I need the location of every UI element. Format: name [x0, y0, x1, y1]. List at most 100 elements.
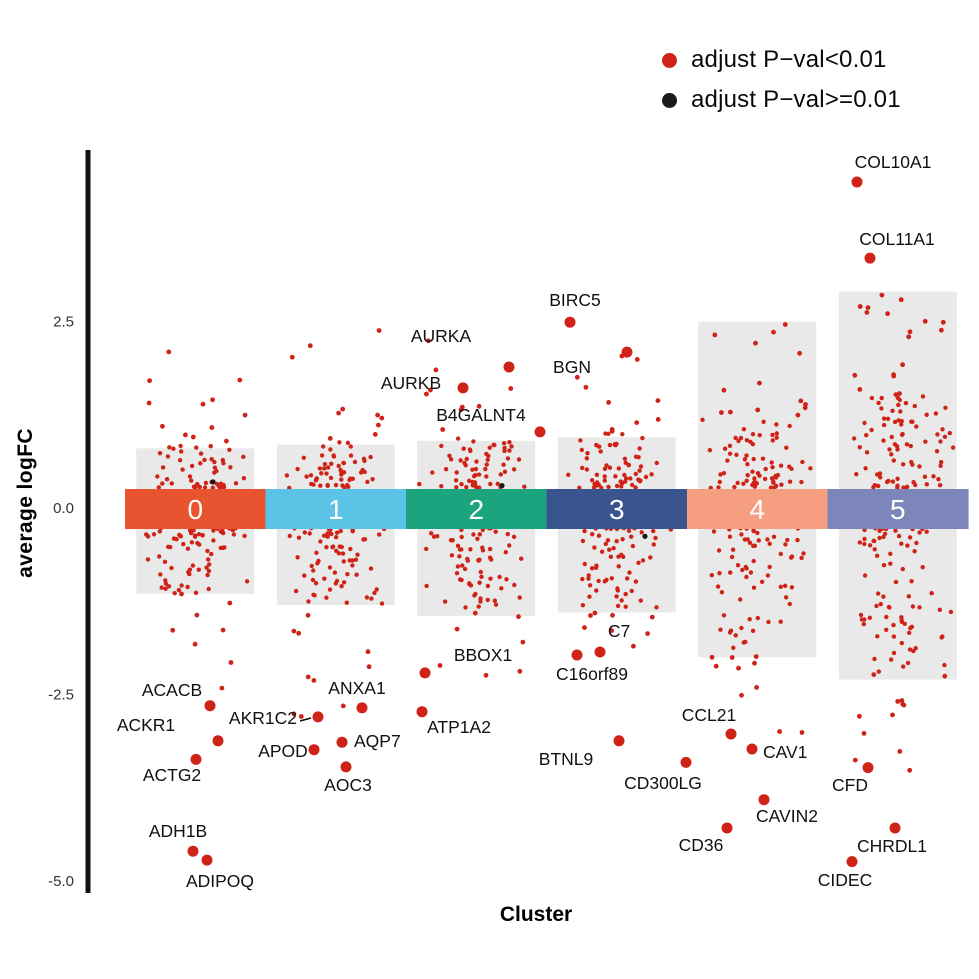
data-point	[584, 467, 590, 472]
data-point	[448, 457, 454, 462]
data-point	[417, 481, 422, 487]
data-point	[293, 588, 299, 594]
data-point	[890, 408, 895, 413]
data-point	[459, 482, 464, 487]
data-point	[145, 534, 151, 539]
data-point	[767, 564, 772, 570]
data-point	[742, 457, 748, 462]
data-point	[155, 474, 160, 479]
data-point	[493, 602, 499, 607]
data-point	[623, 460, 628, 465]
data-point	[619, 480, 624, 485]
data-point	[328, 447, 333, 452]
legend: adjust P−val<0.01 adjust P−val>=0.01	[662, 44, 901, 116]
data-point	[179, 449, 184, 454]
data-point	[757, 433, 762, 438]
data-point	[495, 481, 500, 486]
data-point	[785, 537, 790, 543]
data-point	[291, 628, 297, 634]
data-point	[876, 669, 881, 674]
data-point	[878, 475, 883, 480]
data-point	[467, 478, 472, 483]
data-point	[753, 654, 759, 659]
data-point	[799, 730, 805, 735]
data-point	[861, 731, 867, 736]
data-point	[653, 535, 658, 541]
data-point	[522, 484, 527, 489]
data-point	[914, 540, 919, 546]
black-data-point	[210, 479, 216, 485]
data-point	[374, 587, 379, 592]
data-point	[477, 532, 482, 537]
data-point	[931, 474, 936, 479]
data-point	[886, 478, 891, 484]
data-point	[614, 483, 620, 489]
data-point	[888, 551, 893, 556]
data-point	[511, 534, 517, 539]
gene-label: BGN	[553, 357, 591, 377]
data-point	[187, 474, 193, 479]
data-point	[503, 550, 508, 555]
data-point	[209, 551, 214, 557]
data-point	[472, 474, 477, 479]
data-point	[894, 444, 900, 449]
gene-point	[187, 845, 199, 857]
data-point	[901, 462, 906, 467]
gene-point	[594, 646, 606, 658]
data-point	[608, 554, 614, 559]
data-point	[170, 627, 176, 633]
data-point	[476, 604, 481, 609]
data-point	[296, 535, 302, 540]
data-point	[491, 442, 496, 448]
data-point	[311, 592, 316, 597]
gene-point	[621, 346, 633, 358]
data-point	[744, 574, 749, 580]
data-point	[311, 482, 316, 487]
data-point	[590, 532, 595, 537]
data-point	[163, 581, 169, 586]
data-point	[455, 564, 461, 569]
data-point	[771, 534, 777, 539]
data-point	[750, 432, 756, 437]
data-point	[852, 372, 858, 378]
data-point	[872, 538, 877, 544]
data-point	[744, 453, 749, 458]
data-point	[744, 438, 750, 443]
data-point	[448, 538, 454, 543]
data-point	[242, 412, 248, 418]
data-point	[580, 538, 586, 544]
data-point	[185, 584, 190, 590]
data-point	[301, 455, 306, 460]
data-point	[751, 528, 756, 533]
data-point	[744, 478, 749, 483]
data-point	[905, 543, 910, 548]
data-point	[485, 597, 490, 603]
data-point	[499, 586, 504, 591]
data-point	[907, 647, 913, 652]
data-point	[582, 561, 587, 567]
data-point	[372, 590, 377, 596]
data-point	[594, 588, 599, 593]
data-point	[862, 541, 867, 547]
data-point	[221, 485, 227, 490]
data-point	[887, 447, 892, 452]
data-point	[302, 530, 307, 535]
data-point	[625, 576, 630, 581]
data-point	[643, 474, 649, 480]
data-point	[876, 400, 881, 406]
data-point	[341, 460, 346, 466]
data-point	[884, 614, 889, 620]
data-point	[778, 584, 783, 589]
data-point	[194, 445, 199, 450]
data-point	[911, 648, 916, 654]
cluster-band-segment	[125, 489, 267, 529]
data-point	[484, 474, 489, 479]
data-point	[218, 481, 224, 486]
data-point	[727, 451, 733, 456]
data-point	[750, 628, 756, 633]
data-point	[471, 439, 476, 444]
data-point	[606, 400, 611, 405]
gene-label: B4GALNT4	[436, 405, 526, 425]
data-point	[454, 626, 460, 632]
data-point	[579, 447, 584, 453]
